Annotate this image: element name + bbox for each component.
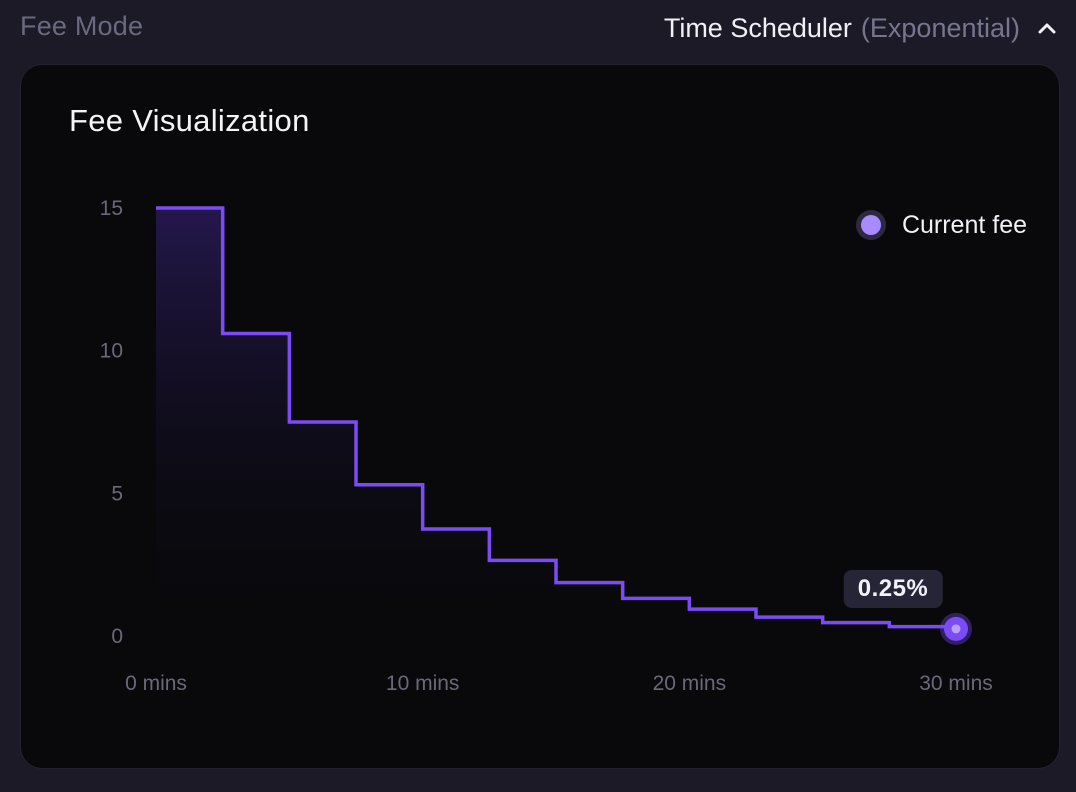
fee-area: [156, 208, 956, 636]
fee-step-line: [156, 206, 958, 629]
fee-mode-label: Fee Mode: [20, 11, 144, 41]
chart-legend: Current fee: [855, 207, 1027, 243]
mode-name: Time Scheduler: [663, 12, 852, 43]
y-tick-label: 5: [111, 482, 123, 505]
fee-visualization-card: Fee Visualization 0 5 10 15 0 mins 10 mins 20…: [20, 64, 1060, 769]
x-tick-label: 20 mins: [653, 672, 727, 695]
y-tick-label: 0: [111, 625, 123, 648]
y-axis-ticks: 0 5 10 15: [100, 197, 123, 648]
x-tick-label: 30 mins: [919, 672, 993, 695]
x-tick-label: 10 mins: [386, 672, 460, 695]
fee-mode-selector[interactable]: Time Scheduler (Exponential): [664, 8, 1058, 48]
y-tick-label: 15: [100, 197, 123, 220]
legend-label: Current fee: [901, 210, 1027, 239]
current-fee-tooltip: 0.25%: [843, 569, 943, 608]
current-fee-marker[interactable]: [940, 612, 972, 645]
fee-chart: 0 5 10 15 0 mins 10 mins 20 mins 30 mins: [100, 197, 993, 695]
mode-variant: (Exponential): [860, 12, 1020, 43]
y-tick-label: 10: [100, 340, 123, 363]
chevron-up-icon[interactable]: [1036, 17, 1058, 39]
marker-core: [951, 624, 961, 634]
x-axis-ticks: 0 mins 10 mins 20 mins 30 mins: [125, 672, 993, 695]
legend-dot-icon: [855, 210, 886, 240]
x-tick-label: 0 mins: [125, 672, 187, 695]
card-title: Fee Visualization: [69, 103, 310, 138]
fee-mode-header: Fee Mode Time Scheduler (Exponential): [0, 0, 1076, 56]
